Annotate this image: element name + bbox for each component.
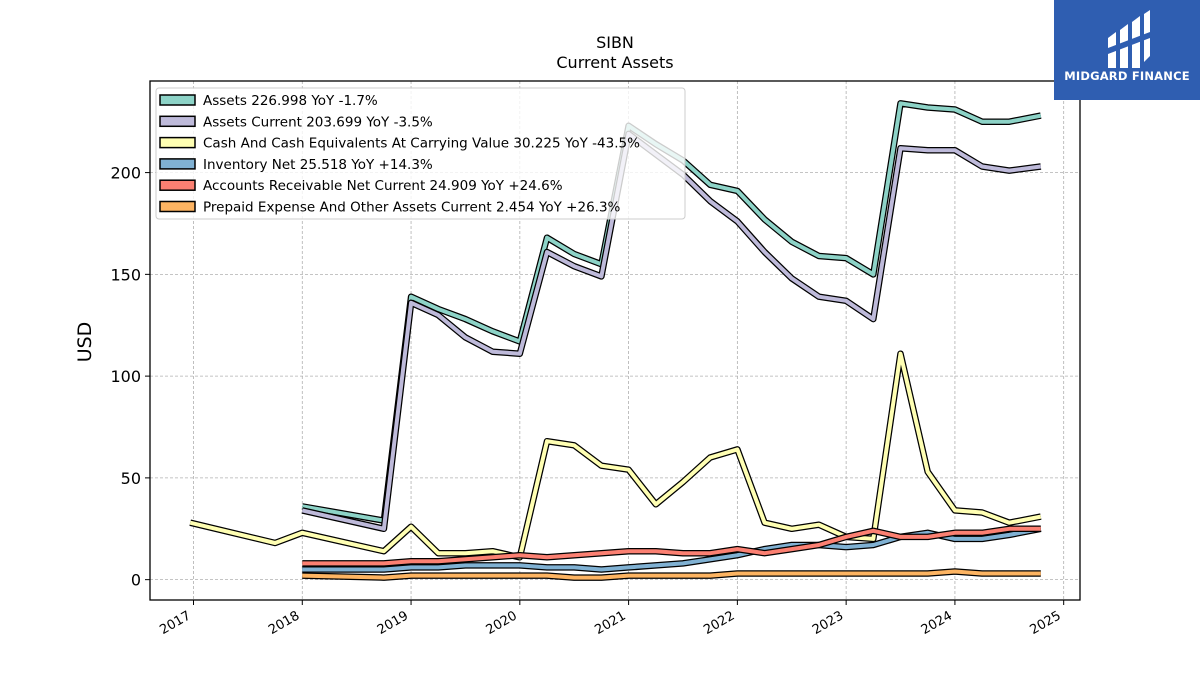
plot-frame — [149, 80, 1081, 601]
x-tick-label: 2019 — [375, 608, 411, 638]
series-0 — [301, 100, 1042, 524]
legend-swatch — [159, 136, 196, 149]
series-2 — [189, 350, 1042, 561]
y-axis-label: USD — [74, 322, 96, 363]
x-tick-label: 2018 — [266, 608, 302, 638]
brand-logo: MIDGARD FINANCE — [1054, 0, 1200, 100]
legend-item: Assets 226.998 YoY -1.7% — [159, 93, 378, 109]
series-line — [189, 351, 1042, 560]
x-tick-label: 2024 — [919, 608, 955, 638]
legend-swatch — [159, 179, 196, 191]
series-line-outline — [302, 525, 1041, 567]
y-tick-label: 0 — [131, 571, 141, 590]
series-line — [302, 526, 1041, 566]
series-line — [302, 526, 1042, 572]
series-1 — [301, 130, 1042, 533]
x-tick-label: 2021 — [592, 608, 628, 638]
series-line-outline — [189, 350, 1042, 561]
y-tick-label: 50 — [121, 469, 141, 488]
series-3 — [302, 525, 1042, 573]
legend-swatch — [159, 94, 196, 106]
x-tick-label: 2023 — [810, 608, 846, 638]
x-tick-label: 2022 — [701, 608, 737, 638]
y-tick-label: 150 — [110, 265, 141, 284]
y-tick-label: 200 — [110, 164, 141, 183]
legend-item: Inventory Net 25.518 YoY +14.3% — [159, 157, 433, 173]
legend-label: Accounts Receivable Net Current 24.909 Y… — [203, 178, 563, 194]
legend: Assets 226.998 YoY -1.7% Assets Current 2… — [155, 87, 686, 220]
series-line — [301, 101, 1042, 523]
legend-label: Inventory Net 25.518 YoY +14.3% — [203, 157, 433, 173]
series-line — [302, 569, 1041, 580]
legend-item: Assets Current 203.699 YoY -3.5% — [159, 114, 433, 130]
midgard-logo-icon — [1108, 10, 1150, 68]
x-tick-label: 2025 — [1028, 608, 1064, 638]
legend-item: Prepaid Expense And Other Assets Current… — [159, 200, 621, 216]
x-tick-label: 2017 — [157, 608, 193, 638]
legend-label: Assets 226.998 YoY -1.7% — [203, 93, 378, 109]
chart-title: SIBN — [596, 33, 634, 52]
series-line — [301, 131, 1042, 531]
x-tick-label: 2020 — [484, 608, 520, 638]
series-4 — [302, 525, 1041, 567]
y-tick-label: 100 — [110, 367, 141, 386]
chart-subtitle: Current Assets — [556, 53, 673, 72]
legend-swatch — [159, 158, 196, 170]
legend-box — [155, 87, 686, 220]
legend-label: Prepaid Expense And Other Assets Current… — [203, 200, 621, 216]
series-5 — [302, 568, 1041, 581]
plot-series — [189, 100, 1042, 581]
brand-name: MIDGARD FINANCE — [1064, 69, 1190, 83]
legend-label: Assets Current 203.699 YoY -3.5% — [203, 114, 433, 130]
legend-label: Cash And Cash Equivalents At Carrying Va… — [203, 136, 640, 152]
legend-item: Cash And Cash Equivalents At Carrying Va… — [159, 136, 640, 152]
legend-item: Accounts Receivable Net Current 24.909 Y… — [159, 178, 563, 194]
legend-swatch — [159, 115, 196, 128]
legend-swatch — [159, 200, 196, 213]
